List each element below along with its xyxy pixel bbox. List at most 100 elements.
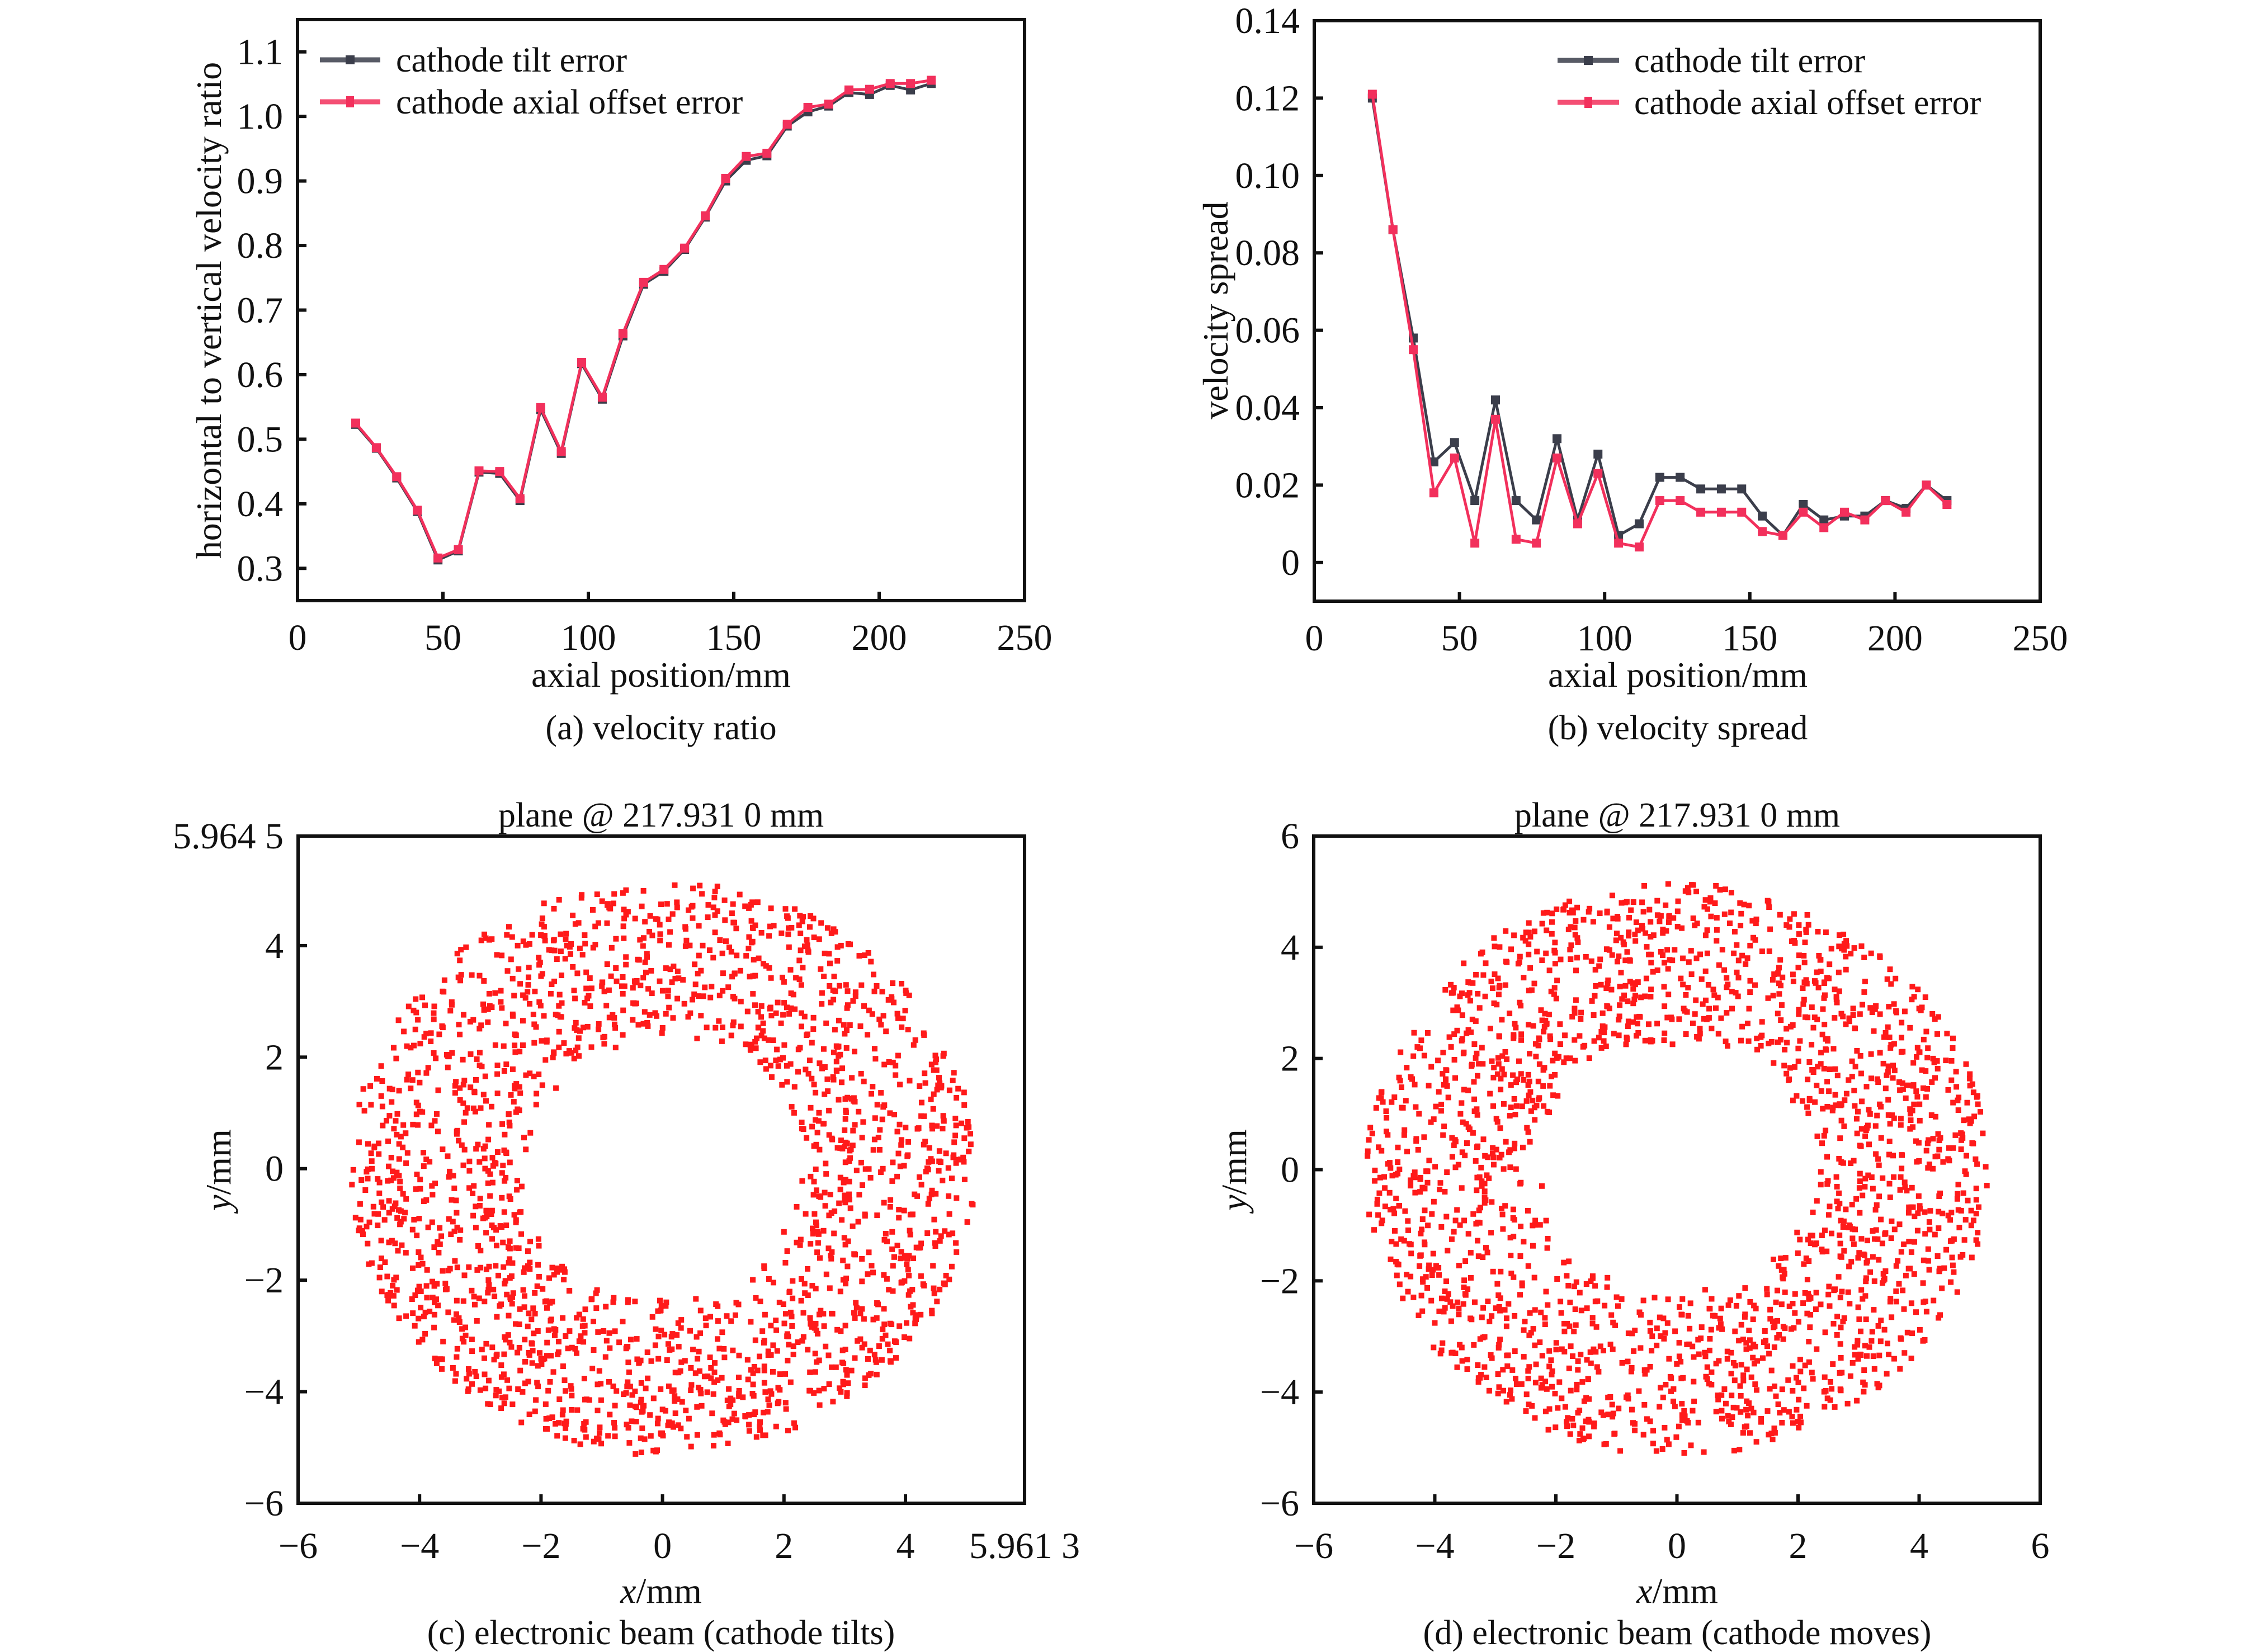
scatter-point — [1629, 1406, 1635, 1413]
scatter-point — [752, 973, 758, 979]
scatter-point — [573, 1047, 579, 1054]
scatter-point — [1532, 1222, 1538, 1228]
scatter-point — [403, 1130, 409, 1136]
scatter-point — [1775, 1039, 1781, 1045]
scatter-point — [1416, 1111, 1422, 1117]
scatter-point — [536, 955, 542, 961]
scatter-point — [531, 1073, 537, 1079]
y-axis-label-var-d: y — [1214, 1195, 1254, 1214]
scatter-point — [526, 974, 531, 980]
scatter-point — [603, 1304, 609, 1310]
scatter-point — [506, 1119, 512, 1125]
y-tick-label: 4 — [1281, 927, 1299, 968]
scatter-point — [1503, 1139, 1509, 1145]
scatter-point — [579, 892, 585, 898]
scatter-point — [1806, 1258, 1812, 1264]
scatter-point — [1438, 1102, 1445, 1107]
scatter-point — [1436, 1308, 1442, 1314]
scatter-point — [1706, 1006, 1712, 1012]
scatter-point — [620, 974, 626, 980]
scatter-point — [529, 1316, 535, 1323]
scatter-point — [855, 1338, 861, 1344]
scatter-point — [761, 1367, 767, 1373]
scatter-point — [885, 1341, 891, 1347]
scatter-point — [1625, 1023, 1631, 1030]
scatter-point — [1461, 1284, 1467, 1290]
scatter-point — [1566, 910, 1573, 915]
scatter-point — [1875, 1156, 1881, 1162]
scatter-point — [734, 952, 740, 959]
legend-a: cathode tilt error cathode axial offset … — [320, 41, 743, 121]
scatter-point — [1841, 941, 1847, 947]
scatter-point — [409, 1296, 415, 1302]
scatter-point — [1379, 1220, 1385, 1226]
scatter-point — [485, 1287, 492, 1293]
data-point — [680, 243, 690, 253]
scatter-point — [448, 1231, 454, 1238]
scatter-point — [1381, 1174, 1388, 1180]
scatter-point — [478, 1264, 484, 1271]
scatter-point — [537, 1350, 542, 1356]
scatter-point — [852, 1355, 858, 1361]
scatter-point — [473, 1225, 479, 1231]
scatter-point — [773, 1327, 780, 1333]
scatter-point — [396, 1207, 402, 1213]
scatter-point — [641, 935, 647, 941]
scatter-point — [1838, 1217, 1844, 1224]
scatter-point — [513, 1219, 519, 1225]
scatter-point — [454, 1264, 460, 1271]
scatter-point — [1747, 1299, 1753, 1305]
scatter-point — [1849, 1360, 1856, 1366]
scatter-point — [1544, 1021, 1550, 1027]
scatter-point — [1574, 935, 1580, 941]
scatter-point — [607, 1345, 613, 1351]
scatter-point — [1878, 1318, 1884, 1324]
scatter-point — [1843, 938, 1849, 944]
scatter-point — [1882, 1268, 1889, 1274]
scatter-point — [505, 1332, 511, 1338]
scatter-point — [405, 1072, 412, 1078]
scatter-point — [1818, 1088, 1824, 1094]
scatter-point — [1850, 1012, 1856, 1018]
scatter-point — [1914, 1228, 1921, 1234]
scatter-point — [715, 1318, 721, 1324]
scatter-point — [645, 986, 652, 992]
scatter-point — [1424, 1285, 1430, 1291]
scatter-point — [1542, 1018, 1549, 1023]
y-tick-label: 0.12 — [1235, 78, 1300, 119]
data-point — [1881, 496, 1890, 506]
scatter-point — [1724, 1010, 1730, 1016]
scatter-point — [1791, 1325, 1797, 1331]
scatter-point — [1930, 1165, 1936, 1172]
scatter-point — [1660, 1394, 1666, 1400]
scatter-point — [1609, 952, 1615, 958]
scatter-point — [695, 970, 701, 976]
scatter-point — [1768, 1367, 1775, 1373]
scatter-point — [587, 1003, 593, 1009]
scatter-point — [907, 1228, 913, 1234]
scatter-point — [1908, 1204, 1914, 1210]
x-axis-label-a: axial position/mm — [531, 655, 791, 695]
scatter-point — [527, 1259, 533, 1266]
scatter-point — [583, 985, 589, 992]
scatter-point — [568, 951, 573, 957]
scatter-point — [1604, 1284, 1610, 1290]
scatter-point — [531, 1021, 537, 1027]
scatter-point — [943, 1150, 949, 1157]
scatter-point — [1735, 975, 1742, 981]
scatter-point — [643, 969, 649, 975]
scatter-point — [1478, 1205, 1483, 1211]
scatter-point — [1511, 1217, 1517, 1223]
scatter-point — [1837, 1341, 1843, 1347]
scatter-point — [1794, 1406, 1800, 1413]
scatter-point — [853, 1167, 860, 1173]
scatter-point — [1865, 1122, 1871, 1129]
y-tick-label: 0.6 — [237, 355, 284, 395]
scatter-point — [1913, 1309, 1919, 1315]
scatter-point — [1518, 1224, 1524, 1230]
scatter-point — [534, 1091, 540, 1097]
scatter-point — [469, 1287, 475, 1294]
scatter-point — [515, 1386, 521, 1392]
scatter-point — [961, 1089, 967, 1096]
scatter-point — [561, 1277, 567, 1283]
